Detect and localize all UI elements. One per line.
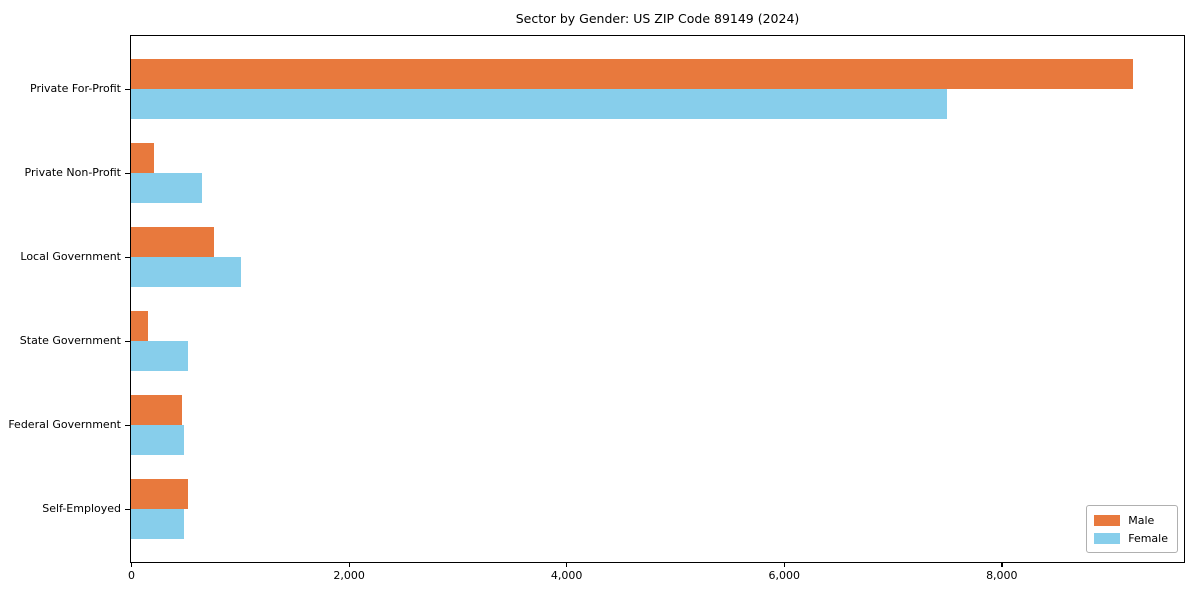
- xtick-mark-4-000: [566, 561, 568, 567]
- legend-swatch-male: [1094, 514, 1121, 526]
- bar-female-local-government: [131, 257, 242, 287]
- legend-label-female: Female: [1128, 531, 1168, 545]
- legend-entry-female: Female: [1094, 529, 1168, 547]
- ytick-label-private-non-profit: Private Non-Profit: [24, 166, 121, 179]
- xtick-label-6-000: 6,000: [768, 568, 800, 582]
- ytick-mark-local-government: [125, 257, 130, 259]
- bar-female-private-for-profit: [131, 89, 947, 119]
- bar-female-private-non-profit: [131, 173, 202, 203]
- xtick-label-0: 0: [128, 568, 135, 582]
- chart-title: Sector by Gender: US ZIP Code 89149 (202…: [515, 11, 800, 26]
- xtick-label-4-000: 4,000: [550, 568, 583, 582]
- xtick-label-8-000: 8,000: [986, 568, 1018, 582]
- bar-male-state-government: [131, 311, 148, 341]
- ytick-label-state-government: State Government: [19, 334, 121, 347]
- bar-male-self-employed: [131, 479, 188, 509]
- xtick-label-2-000: 2,000: [333, 568, 365, 582]
- ytick-label-private-for-profit: Private For-Profit: [30, 82, 121, 95]
- bar-female-self-employed: [131, 509, 184, 539]
- ytick-mark-state-government: [125, 341, 130, 343]
- legend-swatch-female: [1094, 532, 1121, 544]
- legend: Male Female: [1086, 505, 1178, 553]
- ytick-mark-private-for-profit: [125, 89, 130, 91]
- ytick-mark-self-employed: [125, 509, 130, 511]
- legend-entry-male: Male: [1094, 511, 1168, 529]
- bar-male-local-government: [131, 227, 214, 257]
- ytick-label-self-employed: Self-Employed: [42, 502, 121, 515]
- bar-female-federal-government: [131, 425, 184, 455]
- bar-female-state-government: [131, 341, 188, 371]
- xtick-mark-0: [131, 561, 133, 567]
- ytick-label-federal-government: Federal Government: [8, 418, 121, 431]
- plot-area: Male Female: [130, 35, 1185, 563]
- bar-male-private-non-profit: [131, 143, 155, 173]
- legend-label-male: Male: [1128, 513, 1155, 527]
- ytick-mark-federal-government: [125, 425, 130, 427]
- xtick-mark-8-000: [1001, 561, 1003, 567]
- xtick-mark-2-000: [348, 561, 350, 567]
- xtick-mark-6-000: [783, 561, 786, 567]
- ytick-label-local-government: Local Government: [20, 250, 121, 263]
- bar-male-federal-government: [131, 395, 183, 425]
- ytick-mark-private-non-profit: [125, 173, 130, 175]
- bar-male-private-for-profit: [131, 59, 1133, 89]
